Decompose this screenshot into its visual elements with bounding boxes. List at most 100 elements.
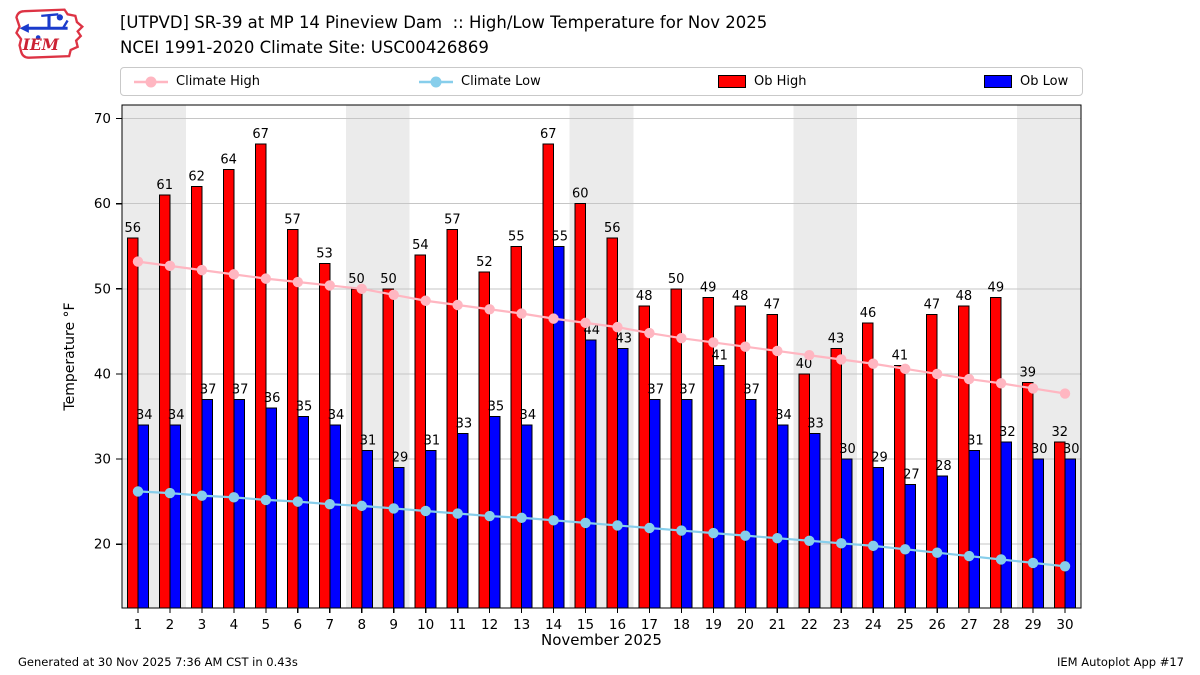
climate-high-marker (772, 345, 783, 357)
x-tick-label: 18 (673, 617, 690, 633)
climate-low-marker (1027, 557, 1039, 569)
ob-high-label: 55 (508, 229, 525, 244)
ob-high-bar (318, 262, 331, 609)
ob-low-label: 32 (999, 425, 1016, 440)
x-tick-label: 16 (609, 617, 626, 633)
x-tick-label: 6 (294, 617, 303, 633)
ob-low-label: 34 (328, 408, 345, 423)
x-tick-label: 28 (992, 617, 1009, 633)
ob-low-bar (457, 433, 469, 609)
ob-low-bar (393, 467, 405, 609)
legend-item-label: Ob Low (1020, 74, 1069, 89)
ob-low-label: 33 (807, 417, 824, 432)
ob-low-bar (744, 398, 757, 609)
app-credit-text: IEM Autoplot App #17 (1056, 655, 1184, 669)
ob-low-bar (169, 424, 181, 609)
y-tick-label: 30 (94, 452, 111, 468)
ob-high-label: 32 (1051, 425, 1068, 440)
legend-item-climate-high: Climate High (134, 68, 260, 95)
climate-high-marker (324, 280, 335, 291)
ob-low-label: 37 (232, 382, 249, 397)
ob-high-label: 39 (1020, 365, 1037, 380)
climate-high-marker (132, 256, 144, 267)
climate-high-marker (164, 260, 176, 272)
ob-low-label: 27 (903, 468, 920, 483)
x-tick-label: 15 (577, 617, 594, 633)
climate-high-marker (548, 313, 559, 324)
x-tick-label: 20 (737, 617, 754, 633)
ob-high-label: 67 (540, 127, 557, 142)
ob-high-label: 57 (444, 212, 461, 227)
ob-low-bar (712, 364, 725, 609)
ob-low-label: 35 (296, 400, 313, 415)
x-tick-label: 21 (769, 617, 786, 633)
ob-high-label: 46 (860, 306, 877, 321)
ob-high-label: 50 (668, 272, 685, 287)
x-tick-label: 1 (134, 617, 143, 633)
ob-low-bar (233, 398, 245, 609)
x-tick-label: 3 (198, 617, 207, 633)
ob-high-label: 40 (796, 357, 813, 372)
ob-low-label: 37 (743, 382, 760, 397)
climate-high-marker (228, 269, 240, 280)
ob-low-bar (425, 450, 437, 609)
climate-low-marker (132, 486, 144, 497)
climate-high-marker (196, 264, 208, 276)
ob-low-label: 34 (775, 408, 792, 423)
ob-high-bar (1022, 381, 1034, 609)
ob-low-label: 37 (200, 382, 217, 397)
ob-high-label: 56 (604, 221, 621, 236)
ob-high-label: 62 (188, 170, 205, 185)
ob-high-bar (958, 305, 970, 609)
ob-low-bar (680, 398, 693, 609)
ob-high-label: 60 (572, 187, 589, 202)
climate-high-marker (388, 289, 399, 300)
ob-low-label: 31 (967, 434, 984, 449)
ob-high-bar (382, 288, 395, 609)
ob-low-label: 34 (136, 408, 153, 423)
legend-swatch-icon (718, 75, 746, 88)
ob-high-label: 43 (828, 331, 845, 346)
climate-low-marker (292, 496, 304, 507)
ob-low-bar (648, 398, 661, 609)
ob-low-label: 43 (615, 331, 632, 346)
climate-low-marker (196, 490, 208, 501)
legend-item-climate-low: Climate Low (419, 68, 541, 95)
ob-high-label: 48 (636, 289, 653, 304)
climate-low-marker (644, 522, 655, 534)
climate-low-marker (420, 505, 431, 517)
legend: Climate High Climate Low Ob High Ob Low (120, 67, 1083, 96)
ob-low-label: 30 (1063, 442, 1080, 457)
ob-low-label: 33 (456, 417, 473, 432)
climate-high-marker (452, 299, 463, 311)
y-tick-label: 20 (94, 537, 111, 553)
ob-low-label: 41 (711, 348, 728, 363)
ob-low-bar (1000, 441, 1013, 609)
climate-low-marker (963, 550, 975, 562)
ob-low-bar (840, 458, 853, 609)
ob-low-label: 37 (679, 382, 696, 397)
ob-low-bar (201, 398, 213, 609)
climate-high-marker (804, 350, 815, 361)
ob-low-label: 55 (552, 229, 569, 244)
x-tick-label: 29 (1024, 617, 1041, 633)
ob-high-label: 61 (156, 178, 173, 193)
ob-high-label: 50 (348, 272, 365, 287)
page-subtitle: NCEI 1991-2020 Climate Site: USC00426869 (120, 38, 489, 57)
x-tick-label: 27 (961, 617, 978, 633)
climate-high-marker (484, 304, 495, 315)
ob-high-label: 56 (124, 221, 141, 236)
climate-high-line (137, 260, 1066, 395)
ob-low-label: 36 (264, 391, 281, 406)
plot-border (121, 104, 1082, 609)
y-tick-label: 50 (94, 281, 111, 297)
climate-low-marker (804, 535, 815, 546)
climate-low-marker (356, 500, 367, 512)
ob-high-bar (478, 271, 491, 609)
ob-low-label: 37 (647, 382, 664, 397)
climate-high-marker (516, 308, 527, 319)
ob-low-label: 34 (168, 408, 185, 423)
climate-low-marker (899, 544, 911, 555)
ob-low-bar (329, 424, 341, 609)
